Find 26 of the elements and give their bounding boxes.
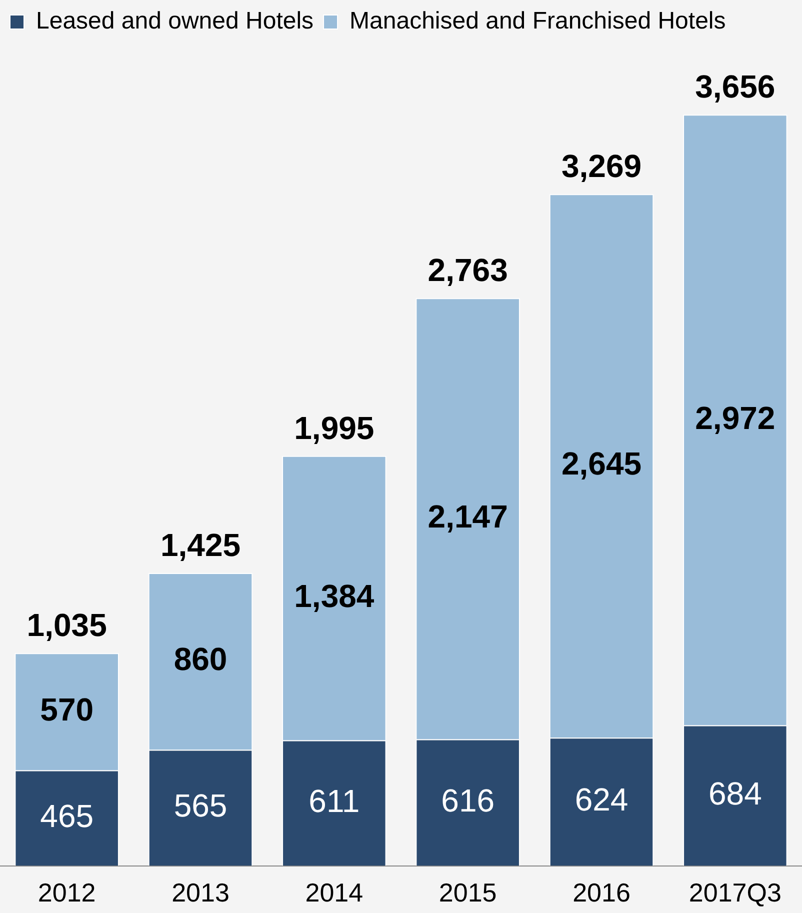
data-label: 2,645 — [561, 446, 642, 482]
total-label: 2,763 — [428, 252, 508, 288]
data-label: 684 — [708, 775, 762, 812]
data-label: 2,972 — [695, 400, 776, 436]
x-tick-label: 2016 — [572, 878, 630, 908]
data-label: 611 — [308, 782, 360, 819]
data-label: 624 — [574, 782, 628, 818]
data-label: 1,384 — [294, 578, 374, 614]
data-label: 2,147 — [428, 498, 508, 535]
x-tick-label: 2013 — [172, 878, 230, 908]
data-label: 860 — [174, 641, 228, 678]
data-label: 570 — [40, 692, 94, 728]
x-tick-label: 2015 — [438, 878, 497, 908]
total-label: 3,656 — [695, 68, 776, 105]
data-label: 565 — [174, 788, 228, 824]
total-label: 1,995 — [294, 410, 374, 446]
total-label: 1,035 — [26, 606, 107, 643]
x-tick-label: 2014 — [305, 878, 364, 908]
x-tick-label: 2017Q3 — [688, 878, 782, 908]
total-label: 1,425 — [160, 526, 241, 563]
legend-label: Leased and owned Hotels — [36, 8, 314, 35]
total-label: 3,269 — [561, 148, 642, 184]
x-tick-label: 2012 — [38, 878, 96, 908]
data-label: 465 — [40, 798, 94, 834]
data-label: 616 — [441, 782, 495, 818]
legend-label: Manachised and Franchised Hotels — [350, 8, 726, 35]
